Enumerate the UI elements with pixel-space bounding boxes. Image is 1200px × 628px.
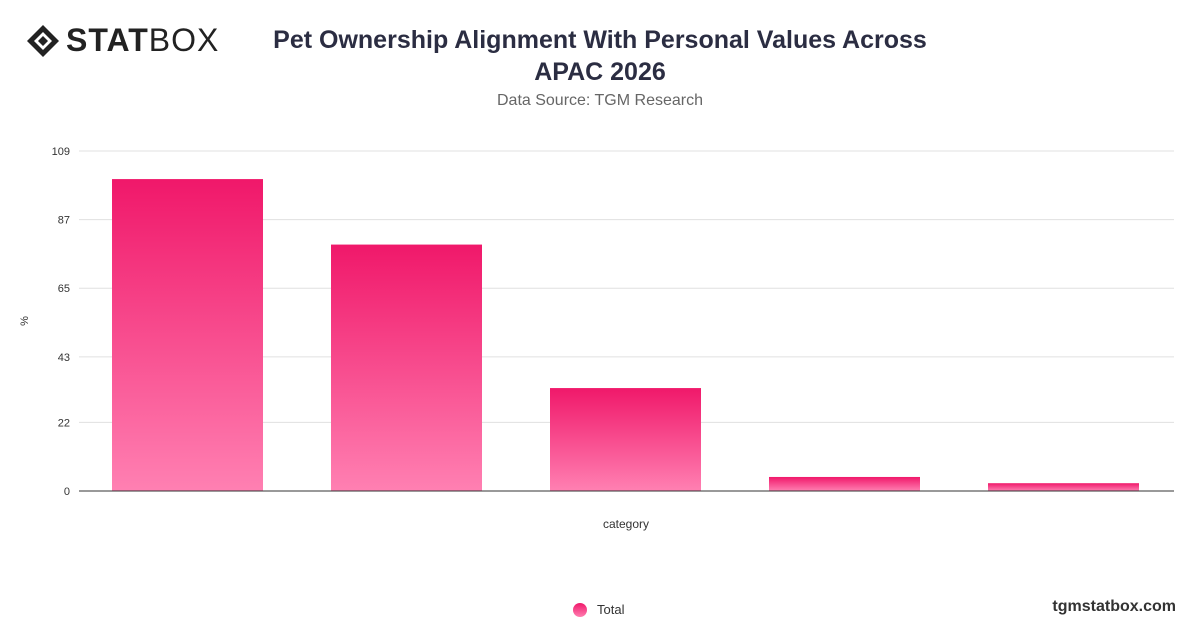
logo-text-bold: STAT <box>66 22 149 58</box>
statbox-logo: STATBOX <box>26 22 219 59</box>
brand-url: tgmstatbox.com <box>1052 598 1176 615</box>
y-tick-label: 65 <box>58 283 70 295</box>
y-tick-label: 109 <box>52 146 70 158</box>
bar-total-1[interactable] <box>112 179 263 491</box>
bars <box>112 179 1139 491</box>
bar-total-4[interactable] <box>769 476 920 491</box>
bar-total-5[interactable] <box>988 483 1139 491</box>
legend[interactable]: Total <box>573 602 624 617</box>
chart-title: Pet Ownership Alignment With Personal Va… <box>273 26 927 86</box>
y-tick-label: 87 <box>58 215 70 227</box>
legend-label-total: Total <box>597 602 625 617</box>
y-tick-label: 22 <box>58 417 70 429</box>
y-axis-label: % <box>19 316 31 326</box>
y-tick-label: 0 <box>64 486 70 498</box>
legend-swatch-total <box>573 602 587 617</box>
chart-subtitle: Data Source: TGM Research <box>496 92 703 109</box>
y-axis-ticks: 0 22 43 65 87 109 <box>52 146 70 498</box>
bar-total-2[interactable] <box>331 244 482 491</box>
diamond-logo-icon <box>27 24 59 57</box>
x-axis-label: category <box>603 517 649 531</box>
y-tick-label: 43 <box>58 352 70 364</box>
bar-total-3[interactable] <box>550 388 701 491</box>
logo-text-light: BOX <box>148 22 220 58</box>
logo-text: STATBOX <box>66 22 219 59</box>
